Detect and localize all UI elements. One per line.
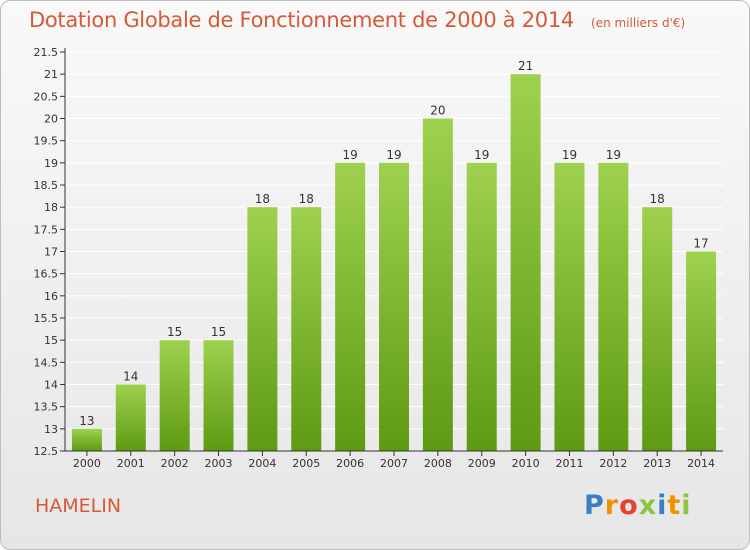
x-tick-label: 2010 xyxy=(512,457,540,470)
logo-letter: r xyxy=(604,490,620,521)
bar-value-label: 13 xyxy=(79,414,94,428)
y-tick-label: 13 xyxy=(44,423,58,436)
y-tick-label: 14 xyxy=(44,379,58,392)
y-tick-label: 18.5 xyxy=(34,179,59,192)
y-tick-label: 15.5 xyxy=(34,312,59,325)
y-tick-label: 21 xyxy=(44,68,58,81)
bar-value-label: 19 xyxy=(342,148,357,162)
y-tick-label: 12.5 xyxy=(34,445,59,458)
y-tick-label: 18 xyxy=(44,201,58,214)
x-tick-label: 2014 xyxy=(687,457,715,470)
bar-value-label: 20 xyxy=(430,104,445,118)
bar-value-label: 15 xyxy=(167,325,182,339)
x-tick-label: 2002 xyxy=(161,457,189,470)
bar xyxy=(115,384,146,451)
x-tick-label: 2013 xyxy=(643,457,671,470)
y-tick-label: 17.5 xyxy=(34,223,59,236)
x-tick-label: 2004 xyxy=(248,457,276,470)
y-tick-label: 15 xyxy=(44,334,58,347)
logo-letter: x xyxy=(638,490,658,521)
y-tick-label: 14.5 xyxy=(34,356,59,369)
bar xyxy=(247,207,278,451)
bar-value-label: 19 xyxy=(562,148,577,162)
y-tick-label: 21.5 xyxy=(34,46,59,59)
y-tick-label: 20.5 xyxy=(34,90,59,103)
logo-letter: t xyxy=(667,490,682,521)
logo-letter: i xyxy=(681,490,692,521)
bar xyxy=(335,162,366,452)
bar xyxy=(71,428,102,451)
bar xyxy=(554,162,585,452)
x-tick-label: 2001 xyxy=(117,457,145,470)
bar-value-label: 14 xyxy=(123,370,138,384)
bar xyxy=(466,162,497,452)
bars: 13 14 15 15 18 18 19 19 20 19 21 19 19 18 17 xyxy=(71,59,717,452)
axes: 12.5 13 13.5 14 14.5 15 15.5 16 16.5 17 17.5 18 18.5… xyxy=(34,46,723,470)
bar-value-label: 18 xyxy=(255,192,270,206)
chart-title: Dotation Globale de Fonctionnement de 20… xyxy=(29,8,574,32)
x-tick-label: 2003 xyxy=(205,457,233,470)
x-tick-label: 2011 xyxy=(555,457,583,470)
bar-value-label: 21 xyxy=(518,59,533,73)
bar xyxy=(159,340,190,451)
bar-value-label: 19 xyxy=(386,148,401,162)
y-tick-label: 16.5 xyxy=(34,268,59,281)
bar xyxy=(291,207,322,451)
bar-value-label: 18 xyxy=(650,192,665,206)
y-tick-label: 20 xyxy=(44,113,58,126)
bar-value-label: 19 xyxy=(606,148,621,162)
logo-letter: i xyxy=(657,490,668,521)
x-tick-label: 2008 xyxy=(424,457,452,470)
bar xyxy=(379,162,409,452)
chart-subtitle: (en milliers d'€) xyxy=(591,16,686,30)
bar xyxy=(510,74,541,452)
place-name: HAMELIN xyxy=(35,495,122,517)
bar xyxy=(642,207,673,451)
logo-letter: P xyxy=(584,490,605,521)
y-tick-label: 17 xyxy=(44,246,58,259)
x-tick-label: 2009 xyxy=(468,457,496,470)
bar-value-label: 17 xyxy=(693,237,708,251)
bar xyxy=(203,340,234,451)
x-tick-label: 2006 xyxy=(336,457,364,470)
bar xyxy=(686,251,717,451)
logo-letter: o xyxy=(619,490,639,521)
x-tick-label: 2012 xyxy=(599,457,627,470)
proxiti-logo: Proxiti xyxy=(584,489,694,523)
x-tick-label: 2005 xyxy=(292,457,320,470)
bar-value-label: 15 xyxy=(211,325,226,339)
title-row: Dotation Globale de Fonctionnement de 20… xyxy=(29,8,685,32)
bar-value-label: 18 xyxy=(299,192,314,206)
bar xyxy=(598,162,629,452)
y-tick-label: 19 xyxy=(44,157,58,170)
bar xyxy=(422,118,453,451)
y-tick-label: 16 xyxy=(44,290,58,303)
bar-value-label: 19 xyxy=(474,148,489,162)
x-tick-label: 2007 xyxy=(380,457,408,470)
x-tick-label: 2000 xyxy=(73,457,101,470)
y-tick-label: 13.5 xyxy=(34,401,59,414)
y-tick-label: 19.5 xyxy=(34,135,59,148)
logo-text: Proxiti xyxy=(584,489,694,523)
